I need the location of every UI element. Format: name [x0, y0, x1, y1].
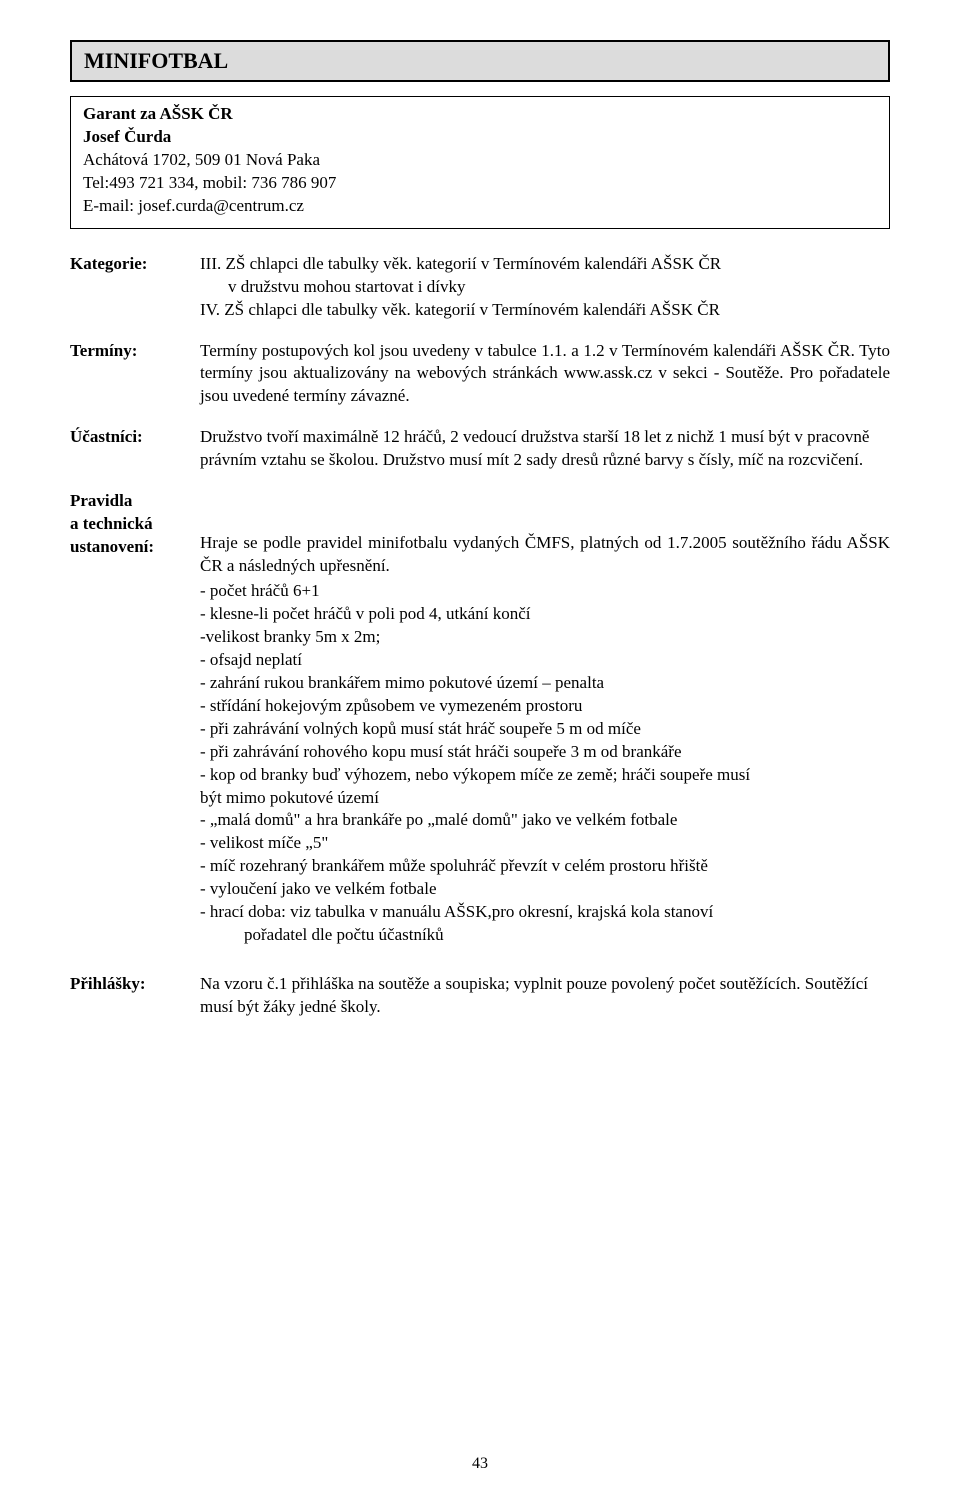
rule-item: - ofsajd neplatí: [200, 649, 890, 672]
rule-item: -velikost branky 5m x 2m;: [200, 626, 890, 649]
rule-item: - klesne-li počet hráčů v poli pod 4, ut…: [200, 603, 890, 626]
pravidla-label-line2: a technická: [70, 513, 200, 536]
rule-item: - při zahrávání rohového kopu musí stát …: [200, 741, 890, 764]
kategorie-section: Kategorie: III. ZŠ chlapci dle tabulky v…: [70, 253, 890, 322]
rule-item: - zahrání rukou brankářem mimo pokutové …: [200, 672, 890, 695]
rule-item: - vyloučení jako ve velkém fotbale: [200, 878, 890, 901]
spacer: [200, 490, 890, 532]
rule-item: - kop od branky buď výhozem, nebo výkope…: [200, 764, 890, 787]
rule-item: - velikost míče „5": [200, 832, 890, 855]
rule-item-indent: pořadatel dle počtu účastníků: [200, 924, 890, 947]
rule-item: - „malá domů" a hra brankáře po „malé do…: [200, 809, 890, 832]
pravidla-section: Pravidla a technická ustanovení: Hraje s…: [70, 490, 890, 947]
kategorie-body: III. ZŠ chlapci dle tabulky věk. kategor…: [200, 253, 890, 322]
rule-item: být mimo pokutové území: [200, 787, 890, 810]
terminy-section: Termíny: Termíny postupových kol jsou uv…: [70, 340, 890, 409]
rule-item: - při zahrávání volných kopů musí stát h…: [200, 718, 890, 741]
pravidla-rules-list: - počet hráčů 6+1 - klesne-li počet hráč…: [200, 580, 890, 947]
pravidla-label: Pravidla a technická ustanovení:: [70, 490, 200, 947]
ucastnici-body: Družstvo tvoří maximálně 12 hráčů, 2 ved…: [200, 426, 890, 472]
kategorie-line3: IV. ZŠ chlapci dle tabulky věk. kategori…: [200, 299, 890, 322]
contact-name: Josef Čurda: [83, 126, 877, 149]
contact-heading: Garant za AŠSK ČR: [83, 103, 877, 126]
terminy-body: Termíny postupových kol jsou uvedeny v t…: [200, 340, 890, 409]
kategorie-line1: III. ZŠ chlapci dle tabulky věk. kategor…: [200, 253, 890, 276]
contact-box: Garant za AŠSK ČR Josef Čurda Achátová 1…: [70, 96, 890, 229]
kategorie-line2: v družstvu mohou startovat i dívky: [200, 276, 890, 299]
contact-phone: Tel:493 721 334, mobil: 736 786 907: [83, 172, 877, 195]
prihlasky-section: Přihlášky: Na vzoru č.1 přihláška na sou…: [70, 973, 890, 1019]
contact-address: Achátová 1702, 509 01 Nová Paka: [83, 149, 877, 172]
document-title-box: MINIFOTBAL: [70, 40, 890, 82]
ucastnici-section: Účastníci: Družstvo tvoří maximálně 12 h…: [70, 426, 890, 472]
document-title: MINIFOTBAL: [84, 48, 876, 74]
rule-item: - hrací doba: viz tabulka v manuálu AŠSK…: [200, 901, 890, 924]
pravidla-label-line3: ustanovení:: [70, 536, 200, 559]
terminy-label: Termíny:: [70, 340, 200, 409]
contact-email: E-mail: josef.curda@centrum.cz: [83, 195, 877, 218]
rule-item: - střídání hokejovým způsobem ve vymezen…: [200, 695, 890, 718]
rule-item: - počet hráčů 6+1: [200, 580, 890, 603]
page-number: 43: [0, 1455, 960, 1473]
ucastnici-label: Účastníci:: [70, 426, 200, 472]
pravidla-body: Hraje se podle pravidel minifotbalu vyda…: [200, 490, 890, 947]
prihlasky-body: Na vzoru č.1 přihláška na soutěže a soup…: [200, 973, 890, 1019]
rule-item: - míč rozehraný brankářem může spoluhráč…: [200, 855, 890, 878]
pravidla-intro: Hraje se podle pravidel minifotbalu vyda…: [200, 532, 890, 578]
prihlasky-label: Přihlášky:: [70, 973, 200, 1019]
pravidla-label-line1: Pravidla: [70, 490, 200, 513]
kategorie-label: Kategorie:: [70, 253, 200, 322]
